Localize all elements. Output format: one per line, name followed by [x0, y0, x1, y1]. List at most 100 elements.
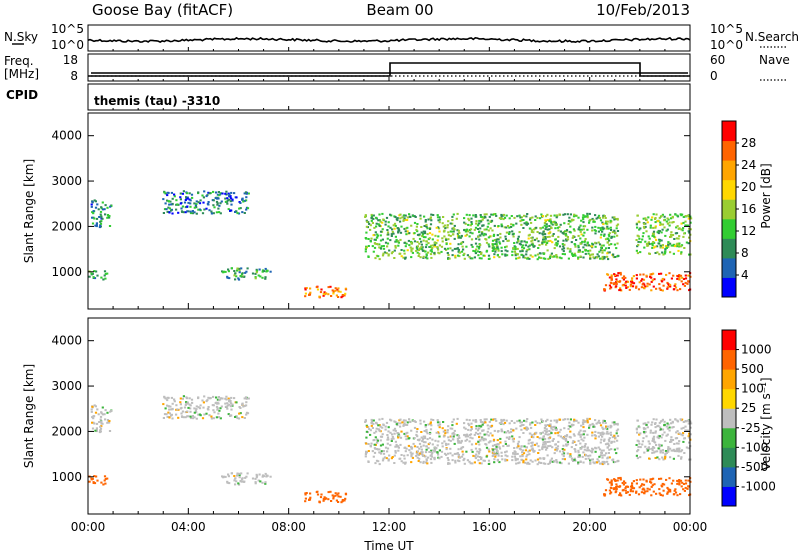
velocity-cell: [424, 451, 428, 454]
power-cell: [587, 249, 590, 252]
power-cell: [324, 292, 327, 295]
power-cell: [104, 204, 107, 207]
power-cell: [570, 252, 574, 255]
velocity-cell: [577, 433, 580, 436]
velocity-cell: [603, 493, 606, 496]
power-cell: [189, 210, 192, 213]
power-cell: [520, 240, 523, 243]
power-cell: [471, 257, 474, 260]
power-cell: [482, 224, 485, 227]
velocity-cell: [245, 413, 248, 416]
velocity-cell: [536, 463, 539, 466]
power-cell: [669, 283, 672, 286]
velocity-cell: [468, 419, 471, 422]
velocity-cell: [227, 473, 230, 476]
velocity-cell: [592, 461, 595, 464]
power-cell: [581, 216, 585, 219]
velocity-cell: [639, 478, 642, 481]
velocity-cell: [655, 418, 658, 421]
velocity-cell: [166, 396, 169, 399]
power-cell: [386, 242, 390, 245]
power-cell: [179, 202, 182, 205]
power-cell: [422, 230, 425, 233]
velocity-cell: [574, 448, 577, 451]
velocity-cell: [179, 401, 182, 404]
velocity-cell: [599, 462, 602, 465]
power-cell: [640, 279, 643, 282]
power-cell: [381, 238, 384, 241]
power-cell: [601, 216, 605, 219]
power-cell: [613, 216, 616, 219]
power-cell: [372, 217, 375, 220]
power-cell: [387, 254, 390, 257]
power-cell: [461, 241, 465, 244]
velocity-cell: [671, 426, 674, 429]
velocity-cell: [191, 417, 195, 420]
velocity-cell: [495, 445, 498, 448]
velocity-cell: [599, 424, 603, 427]
power-cell: [551, 223, 554, 226]
velocity-cell: [176, 408, 179, 411]
power-cell: [603, 256, 606, 259]
power-cell: [309, 291, 312, 294]
velocity-cell: [483, 433, 486, 436]
power-cell: [669, 236, 672, 238]
power-cell: [525, 221, 528, 224]
power-cell: [376, 233, 379, 236]
power-cell: [613, 218, 616, 221]
velocity-cell: [389, 418, 392, 421]
power-cell: [452, 233, 455, 236]
power-cell: [527, 237, 530, 240]
velocity-cell: [470, 448, 473, 451]
power-cell: [264, 267, 267, 270]
velocity-cell: [687, 485, 690, 488]
velocity-cell: [166, 415, 169, 418]
power-cell: [680, 228, 683, 231]
power-cell: [622, 278, 625, 281]
power-cell: [229, 209, 232, 212]
velocity-cell: [550, 432, 553, 435]
velocity-cell: [371, 427, 374, 429]
power-cell: [599, 227, 602, 230]
velocity-cell: [473, 461, 476, 464]
power-cell: [106, 272, 109, 275]
velocity-cell: [392, 429, 395, 432]
power-cell: [479, 244, 482, 247]
velocity-cell: [668, 426, 671, 429]
velocity-cell: [418, 438, 421, 441]
velocity-cell: [224, 397, 227, 400]
nave-line: [88, 62, 690, 77]
power-cell: [519, 220, 522, 223]
velocity-cell: [171, 417, 174, 420]
velocity-cell: [485, 455, 488, 458]
power-cell: [636, 252, 639, 255]
power-cell: [555, 254, 558, 256]
velocity-cell: [606, 457, 609, 460]
velocity-cell: [304, 497, 307, 500]
velocity-cell: [404, 450, 407, 453]
power-cell: [173, 195, 176, 198]
power-cell: [451, 222, 454, 225]
velocity-cell: [663, 431, 666, 434]
velocity-cell: [554, 432, 557, 435]
power-cell: [395, 218, 398, 221]
power-cell: [563, 222, 566, 225]
power-cell: [180, 207, 183, 210]
power-cell: [477, 254, 480, 257]
power-cell: [103, 274, 106, 277]
velocity-cell: [257, 479, 260, 482]
power-cell: [226, 202, 229, 205]
power-cell: [596, 256, 599, 259]
power-cell: [403, 227, 406, 230]
power-cell: [631, 277, 634, 280]
power-cell: [616, 218, 619, 221]
velocity-cell: [661, 451, 665, 454]
velocity-cell: [484, 421, 487, 424]
power-cell: [646, 282, 649, 285]
power-cell: [427, 251, 430, 254]
velocity-cell: [542, 443, 545, 446]
nave-label: Nave: [759, 53, 790, 67]
power-cell: [463, 217, 466, 220]
power-cell: [589, 245, 592, 248]
